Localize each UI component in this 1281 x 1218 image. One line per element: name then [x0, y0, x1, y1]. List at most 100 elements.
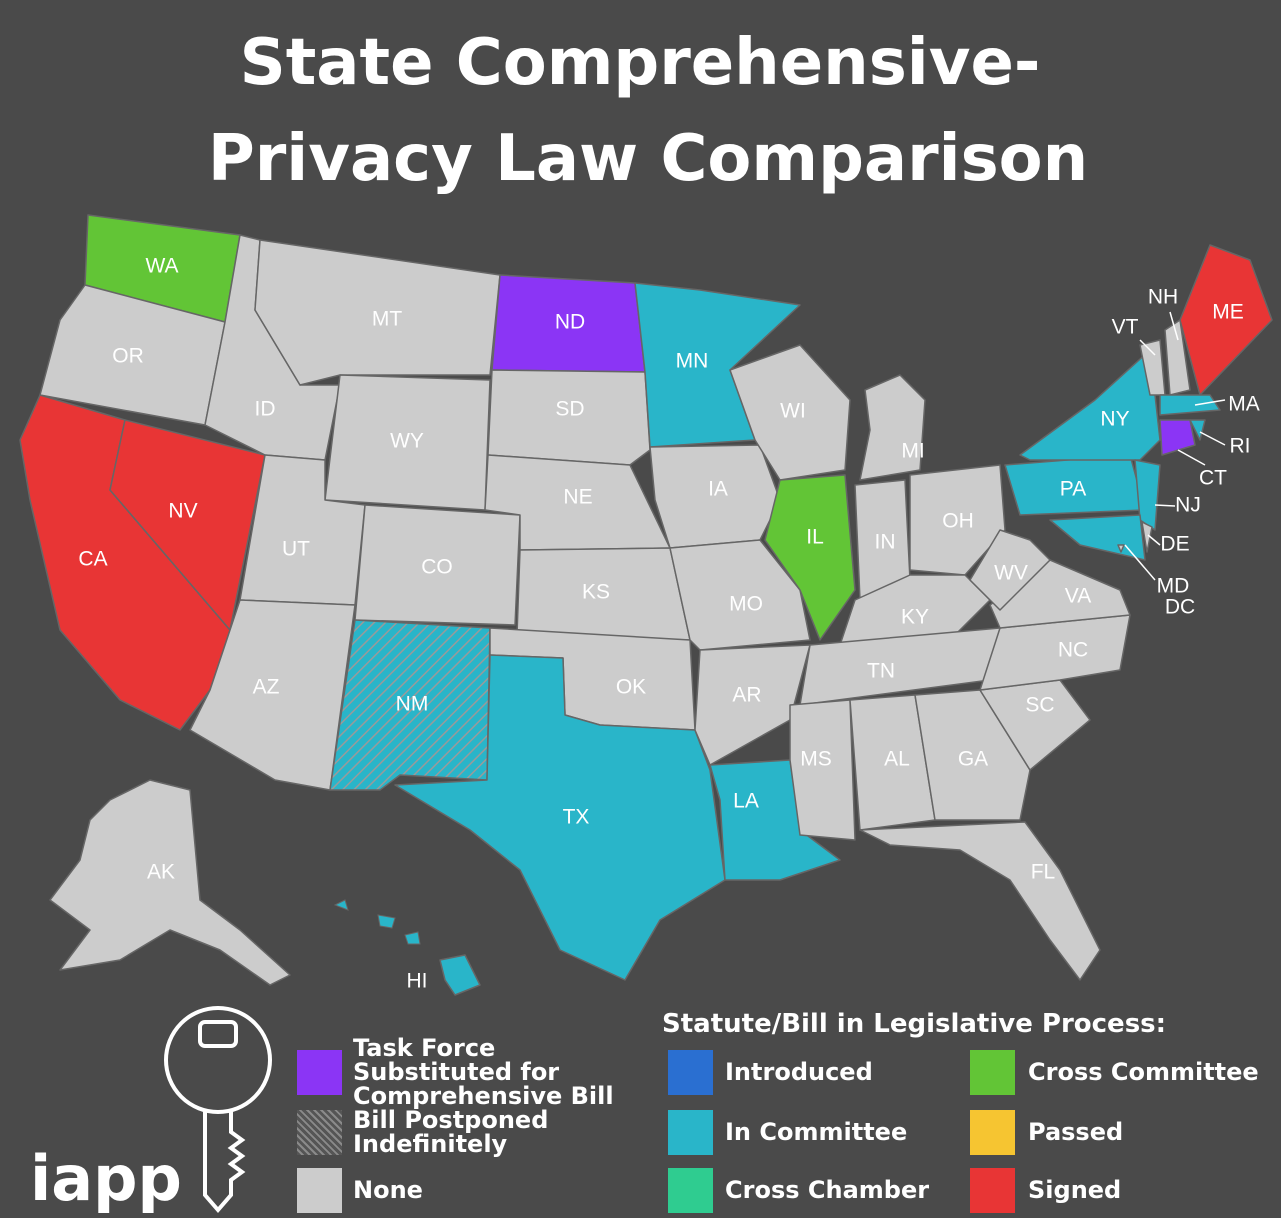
state-label: MD: [1157, 575, 1190, 598]
state-label: MT: [372, 308, 402, 331]
state-label: OK: [616, 676, 646, 699]
key-icon: [164, 1006, 272, 1214]
state-label: IN: [875, 531, 896, 554]
state-label: NY: [1100, 408, 1129, 431]
state-label: ND: [555, 311, 585, 334]
state-shape: [1117, 544, 1125, 553]
state-label: VT: [1112, 316, 1139, 339]
state-label: RI: [1230, 435, 1251, 458]
state-shape: [1159, 394, 1221, 416]
state-shape: [859, 374, 926, 481]
state-shape: [1164, 319, 1191, 396]
state-label: GA: [958, 748, 988, 771]
state-shape: [1189, 419, 1206, 441]
state-shape: [1141, 521, 1153, 553]
state-label: WI: [780, 400, 806, 423]
state-label: AL: [884, 748, 910, 771]
legend-label: Passed: [1028, 1118, 1124, 1146]
state-shape: [377, 914, 396, 929]
legend-label: None: [353, 1176, 423, 1204]
state-shape: [1179, 244, 1273, 396]
state-label: AK: [147, 861, 175, 884]
legend-label: Signed: [1028, 1176, 1122, 1204]
leader-line: [1124, 544, 1156, 581]
state-shape: [914, 689, 1031, 821]
legend-title: Statute/Bill in Legislative Process:: [662, 1009, 1167, 1039]
legend-swatch: [970, 1050, 1015, 1095]
state-label: NH: [1148, 286, 1178, 309]
legend-label: Cross Committee: [1028, 1058, 1259, 1086]
state-label: VA: [1065, 585, 1091, 608]
state-label: FL: [1031, 861, 1056, 884]
state-label: OR: [112, 345, 144, 368]
state-label: TX: [563, 806, 590, 829]
state-label: TN: [867, 660, 895, 683]
state-shape: [1134, 459, 1161, 531]
leader-line: [1177, 449, 1206, 466]
state-shape: [404, 931, 421, 945]
state-shape: [394, 654, 726, 981]
leader-line: [1169, 311, 1179, 341]
state-label: AZ: [253, 676, 280, 699]
state-shape: [354, 504, 521, 626]
title-line: Privacy Law Comparison: [208, 122, 1088, 196]
state-label: ID: [255, 398, 276, 421]
state-label: NV: [168, 500, 197, 523]
state-shape: [49, 779, 291, 986]
state-shape: [764, 474, 856, 641]
state-label: IA: [708, 478, 728, 501]
legend-swatch: [668, 1168, 713, 1213]
state-label: CO: [421, 556, 453, 579]
legend-swatch: [297, 1110, 342, 1155]
state-label: DC: [1165, 596, 1195, 619]
state-label: NM: [396, 693, 429, 716]
state-label: IL: [806, 526, 824, 549]
legend-label: In Committee: [725, 1118, 908, 1146]
state-label: MA: [1228, 393, 1260, 416]
state-label: SD: [555, 398, 584, 421]
state-shape: [333, 899, 349, 911]
state-label: UT: [282, 538, 310, 561]
state-shape: [1019, 349, 1161, 461]
leader-line: [1147, 534, 1161, 546]
leader-line: [1194, 399, 1226, 406]
state-label: MO: [729, 593, 763, 616]
legend-label: Introduced: [725, 1058, 873, 1086]
state-label: PA: [1060, 478, 1086, 501]
legend-label: Task Force Substituted for Comprehensive…: [353, 1034, 614, 1110]
state-label: NC: [1058, 639, 1088, 662]
state-shape: [39, 284, 226, 426]
logo: iapp: [30, 1142, 182, 1215]
legend-label: Bill Postponed Indefinitely: [353, 1106, 549, 1158]
state-label: CT: [1199, 467, 1227, 490]
state-label: DE: [1160, 533, 1189, 556]
state-shape: [439, 954, 481, 996]
leader-line: [1199, 431, 1226, 446]
state-label: WA: [145, 255, 178, 278]
state-shape: [909, 464, 1006, 576]
leader-line: [1154, 504, 1176, 507]
state-shape: [859, 821, 1101, 981]
legend-swatch: [668, 1110, 713, 1155]
state-label: ME: [1212, 301, 1244, 324]
state-label: NJ: [1175, 494, 1201, 517]
state-label: LA: [733, 790, 759, 813]
state-shape: [729, 344, 851, 481]
state-label: CA: [78, 548, 107, 571]
legend-swatch: [297, 1050, 342, 1095]
state-label: HI: [407, 970, 428, 993]
legend-swatch: [970, 1110, 1015, 1155]
leader-line: [1139, 339, 1156, 356]
state-shape: [1049, 514, 1146, 561]
state-label: MN: [676, 350, 709, 373]
legend-label: Cross Chamber: [725, 1176, 930, 1204]
state-shape: [789, 699, 856, 841]
title-line: State Comprehensive-: [240, 26, 1041, 100]
state-label: OH: [942, 510, 974, 533]
state-shape: [669, 539, 811, 651]
state-label: MI: [901, 440, 924, 463]
legend-swatch: [297, 1168, 342, 1213]
state-label: MS: [800, 748, 832, 771]
